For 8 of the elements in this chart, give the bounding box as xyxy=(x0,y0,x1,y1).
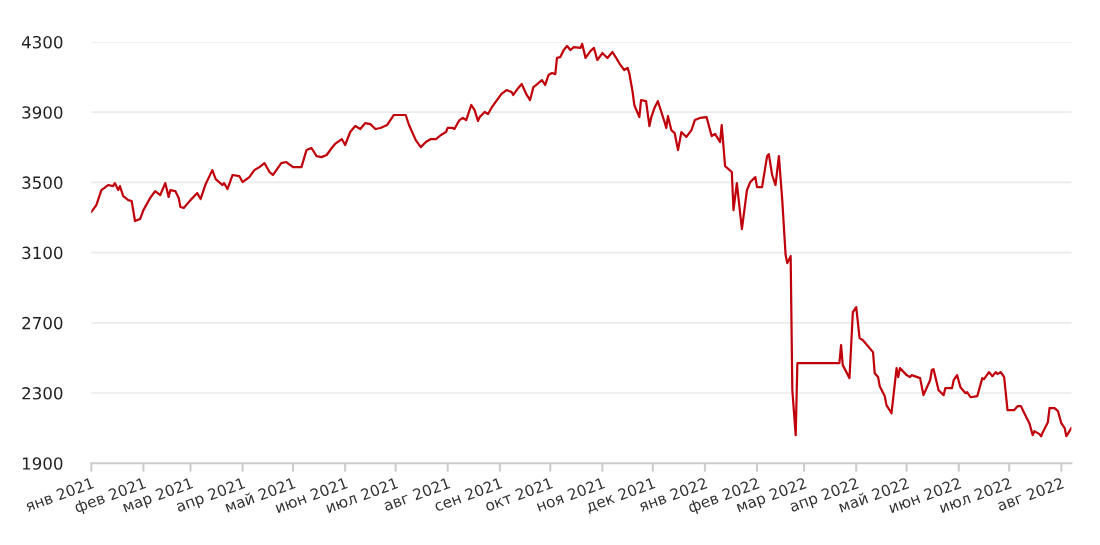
y-tick-label: 3900 xyxy=(22,106,63,119)
y-tick-label: 2700 xyxy=(22,316,63,330)
y-tick-label: 4300 xyxy=(21,35,63,49)
line-series xyxy=(91,42,1072,438)
y-tick-label: 2300 xyxy=(22,387,63,400)
y-tick-label: 3500 xyxy=(22,176,63,189)
y-tick-label: 3100 xyxy=(22,246,63,260)
y-tick-label: 1900 xyxy=(22,457,63,470)
